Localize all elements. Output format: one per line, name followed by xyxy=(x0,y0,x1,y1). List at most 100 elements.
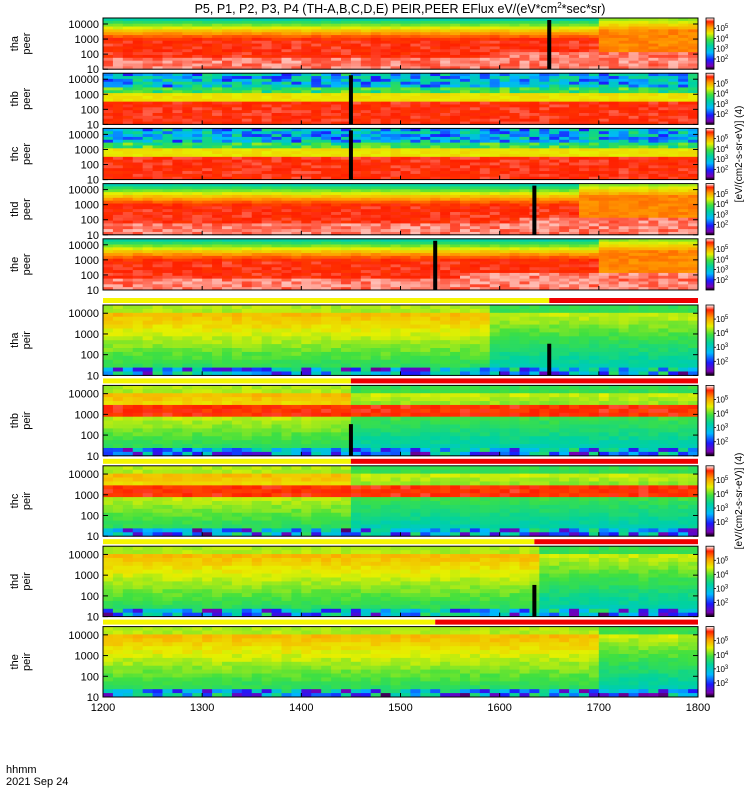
data-gap-thb_peir xyxy=(348,424,353,456)
colorbar-tick-label: 102 xyxy=(716,599,729,608)
panel-thc_peir: 10000 1000 100 10 thcpeir 105 104 103 102 xyxy=(9,465,729,543)
colorbar-tick-label: 102 xyxy=(716,357,729,366)
x-axis-label: hhmm xyxy=(6,764,37,776)
y-tick-label: 1000 xyxy=(75,89,99,101)
y-tick-label: 10000 xyxy=(68,185,99,197)
mode-bar-red-thd_peir xyxy=(534,539,698,545)
panel-label-thb_peir: thbpeir xyxy=(9,411,33,430)
colorbar-tick-label: 104 xyxy=(716,490,729,499)
spectrogram-the_peer xyxy=(103,238,699,291)
data-gap-tha_peir xyxy=(547,343,552,376)
y-tick-label: 10 xyxy=(87,692,99,704)
colorbar-tick-label: 103 xyxy=(716,665,729,674)
y-tick-label: 10 xyxy=(87,64,99,76)
colorbar-tick-label: 105 xyxy=(716,556,729,565)
chart-title: P5, P1, P2, P3, P4 (TH-A,B,C,D,E) PEIR,P… xyxy=(195,1,606,16)
spectrogram-thd_peir xyxy=(103,546,699,617)
colorbar-tick-label: 105 xyxy=(716,315,729,324)
colorbar-the_peir: 105 104 103 102 xyxy=(705,626,729,698)
colorbar-tick-label: 102 xyxy=(716,438,729,447)
colorbar-tick-label: 105 xyxy=(716,637,729,646)
panel-label-tha_peer: thapeer xyxy=(9,32,33,54)
colorbar-tick-label: 104 xyxy=(716,34,729,43)
panel-tha_peir: 10000 1000 100 10 thapeir 105 104 103 102 xyxy=(9,304,729,382)
x-tick-label: 1300 xyxy=(190,702,214,714)
colorbar-tha_peir: 105 104 103 102 xyxy=(705,304,729,376)
x-tick-label: 1600 xyxy=(487,702,511,714)
x-tick-label: 1400 xyxy=(289,702,313,714)
y-tick-label: 100 xyxy=(81,350,99,362)
y-tick-label: 10000 xyxy=(68,74,99,86)
colorbar-tick-label: 103 xyxy=(716,266,729,275)
x-tick-label: 1700 xyxy=(587,702,611,714)
mode-bar-yellow-tha_peir xyxy=(103,298,550,303)
y-tick-label: 1000 xyxy=(75,34,99,46)
y-tick-label: 10000 xyxy=(68,308,99,320)
panel-thb_peir: 10000 1000 100 10 thbpeir 105 104 103 102 xyxy=(9,384,729,463)
mode-bar-red-thc_peir xyxy=(350,458,698,464)
colorbar-tick-label: 103 xyxy=(716,210,729,219)
y-tick-label: 1000 xyxy=(75,144,99,156)
spectrogram-thc_peer xyxy=(103,128,699,180)
y-tick-label: 1000 xyxy=(75,409,99,421)
panel-frame-thd_peir xyxy=(102,545,699,618)
y-tick-label: 10 xyxy=(87,230,99,242)
colorbar-tick-label: 102 xyxy=(716,679,729,688)
y-tick-label: 10 xyxy=(87,370,99,382)
colorbar-thd_peir: 105 104 103 102 xyxy=(705,545,729,618)
spectrogram-thb_peir xyxy=(103,385,699,457)
spectrogram-thb_peer xyxy=(103,73,699,125)
spectrogram-the_peir xyxy=(103,626,699,698)
colorbar-tick-label: 104 xyxy=(716,570,729,579)
colorbar-tick-label: 102 xyxy=(716,518,729,527)
y-tick-label: 100 xyxy=(81,104,99,116)
colorbar-tick-label: 105 xyxy=(716,24,729,33)
panel-the_peir: 10000 1000 100 10 thepeir 105 104 103 102 xyxy=(9,626,729,704)
mode-bar-yellow-thd_peir xyxy=(103,539,535,545)
y-tick-label: 100 xyxy=(81,49,99,61)
colorbar-tick-label: 103 xyxy=(716,504,729,513)
colorbar-tick-label: 103 xyxy=(716,155,729,164)
x-axis: hhmm 2021 Sep 24 1200 1300 1400 1500 1600 170… xyxy=(6,65,710,788)
data-gap-thd_peer xyxy=(532,185,537,235)
colorbar-label-peer: [eV/(cm2-s-sr-eV)] (4) xyxy=(734,106,745,203)
colorbar-tick-label: 104 xyxy=(716,255,729,264)
x-tick-label: 1200 xyxy=(91,702,115,714)
data-gap-the_peer xyxy=(433,240,438,290)
colorbar-tick-label: 104 xyxy=(716,329,729,338)
panel-label-thd_peer: thdpeer xyxy=(9,198,33,220)
panel-label-thd_peir: thdpeir xyxy=(9,572,33,591)
x-tick-label: 1800 xyxy=(686,702,710,714)
y-tick-label: 1000 xyxy=(75,651,99,663)
colorbar-tick-label: 104 xyxy=(716,200,729,209)
colorbar-tick-label: 103 xyxy=(716,424,729,433)
colorbar-tick-label: 102 xyxy=(716,276,729,285)
data-gap-tha_peer xyxy=(547,20,552,70)
panel-label-the_peir: thepeir xyxy=(9,652,33,671)
y-tick-label: 10000 xyxy=(68,630,99,642)
spectrogram-tha_peir xyxy=(103,305,699,376)
colorbar-tick-label: 102 xyxy=(716,110,729,119)
y-tick-label: 1000 xyxy=(75,329,99,341)
mode-bar-yellow-thb_peir xyxy=(103,378,351,384)
y-tick-label: 10 xyxy=(87,285,99,297)
y-tick-label: 100 xyxy=(81,510,99,522)
y-tick-label: 10000 xyxy=(68,19,99,31)
y-tick-label: 1000 xyxy=(75,490,99,502)
y-tick-label: 10000 xyxy=(68,469,99,481)
mode-bar-yellow-the_peir xyxy=(103,619,436,625)
y-tick-label: 10 xyxy=(87,119,99,131)
y-tick-label: 100 xyxy=(81,270,99,282)
panel-thd_peir: 10000 1000 100 10 thdpeir 105 104 103 102 xyxy=(9,545,729,624)
mode-bar-red-thb_peir xyxy=(350,378,698,384)
